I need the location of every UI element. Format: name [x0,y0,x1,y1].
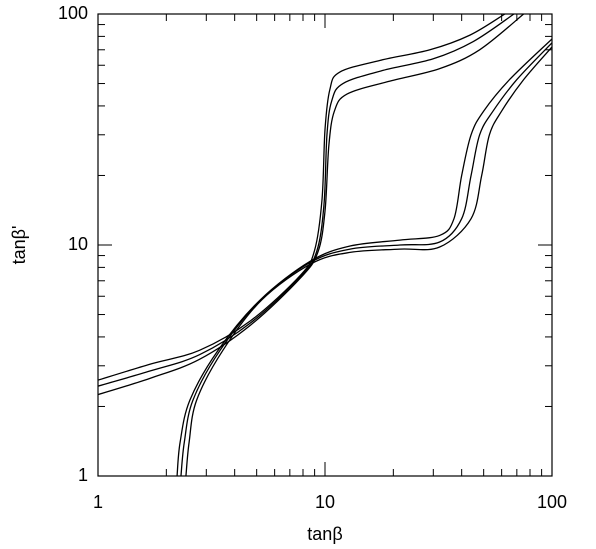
x-tick-label: 10 [315,492,335,512]
y-tick-label: 1 [78,465,88,485]
x-tick-label: 100 [537,492,567,512]
curve [98,14,525,396]
curve [180,42,552,476]
y-axis-label: tanβ' [9,226,29,265]
x-tick-label: 1 [93,492,103,512]
x-axis-label: tanβ [307,524,342,544]
y-tick-label: 10 [68,234,88,254]
curve [185,46,552,476]
plot-frame [97,13,553,477]
curve [176,38,552,476]
curve [98,14,506,381]
y-tick-label: 100 [58,3,88,23]
curve [98,14,515,387]
